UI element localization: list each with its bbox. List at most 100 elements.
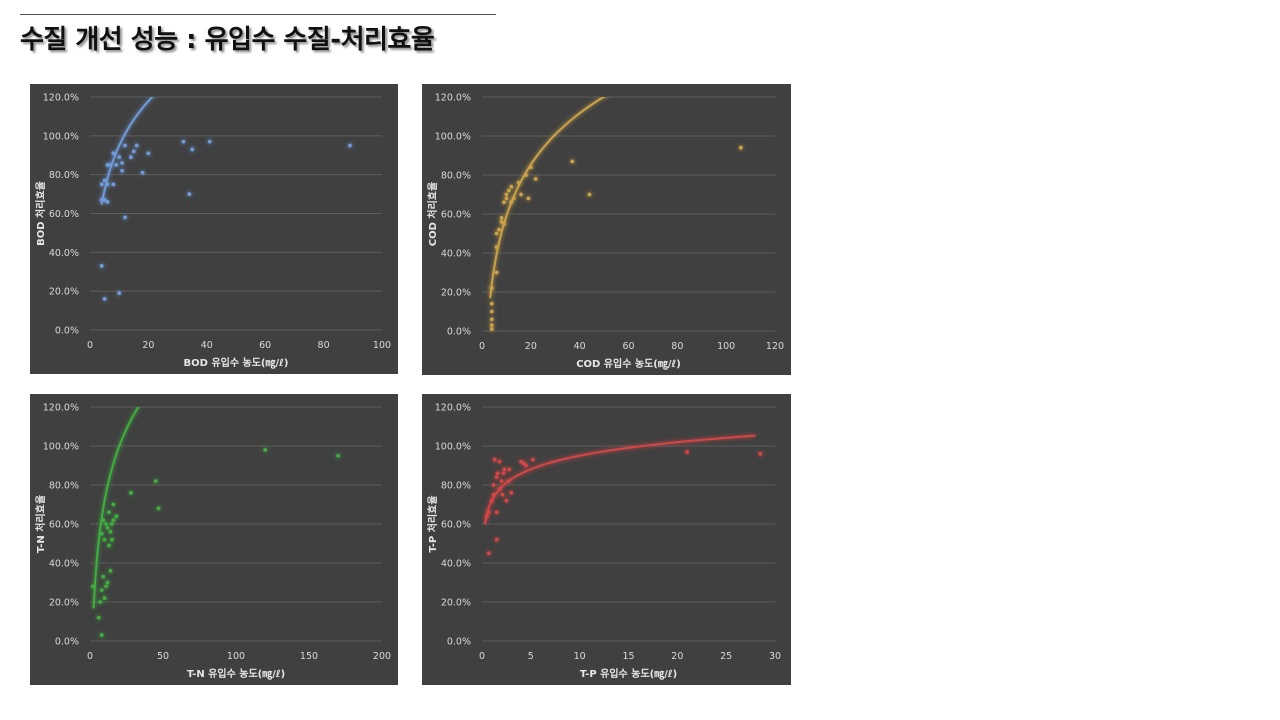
tp-y-axis-title: T-P 처리효율 xyxy=(426,495,439,552)
bod-x-axis-title: BOD 유입수 농도(㎎/ℓ) xyxy=(184,356,289,369)
cod-data-point xyxy=(524,173,528,177)
cod-data-point xyxy=(499,216,504,220)
tp-data-point xyxy=(509,490,514,495)
cod-data-point xyxy=(494,231,499,236)
bod-data-point xyxy=(140,170,145,175)
tp-xtick-label: 20 xyxy=(671,651,683,662)
cod-x-axis-title: COD 유입수 농도(㎎/ℓ) xyxy=(576,357,681,370)
tn-ytick-label: 40.0% xyxy=(49,559,79,570)
tn-data-point xyxy=(105,526,110,530)
cod-data-point xyxy=(489,309,494,314)
cod-ytick-label: 20.0% xyxy=(441,288,471,299)
bod-data-point xyxy=(146,151,151,156)
tn-data-point xyxy=(108,568,113,573)
tp-ytick-label: 0.0% xyxy=(447,637,471,648)
bod-xtick-label: 0 xyxy=(87,340,93,351)
bod-xtick-label: 20 xyxy=(142,340,154,351)
bod-data-point xyxy=(102,178,107,183)
tn-ytick-label: 60.0% xyxy=(49,520,79,531)
title-rule xyxy=(20,14,496,15)
bod-ytick-label: 120.0% xyxy=(43,93,79,104)
tn-data-point xyxy=(107,510,111,515)
tp-data-point xyxy=(495,471,500,476)
tp-data-point xyxy=(530,457,535,462)
tn-xtick-label: 0 xyxy=(87,651,93,662)
cod-ytick-label: 40.0% xyxy=(441,249,471,260)
cod-y-axis-title: COD 처리효율 xyxy=(426,182,439,246)
tn-data-point xyxy=(114,514,119,519)
tp-data-point xyxy=(501,471,506,476)
cod-data-point xyxy=(738,145,743,150)
bod-data-point xyxy=(120,161,125,165)
bod-data-point xyxy=(190,147,195,152)
bod-data-point xyxy=(123,143,127,148)
tn-data-point xyxy=(108,529,113,534)
bod-y-axis-title: BOD 처리효율 xyxy=(34,181,47,246)
cod-data-point xyxy=(494,270,499,275)
tn-x-axis-title: T-N 유입수 농도(㎎/ℓ) xyxy=(187,667,285,680)
tn-data-point xyxy=(153,479,158,483)
tp-data-point xyxy=(491,483,496,487)
bod-data-point xyxy=(181,139,186,144)
tp-data-point xyxy=(494,537,499,542)
tp-data-point xyxy=(497,459,502,464)
bod-ytick-label: 0.0% xyxy=(55,326,79,337)
bod-data-point xyxy=(207,139,212,144)
cod-data-point xyxy=(506,188,511,193)
tp-xtick-label: 0 xyxy=(479,651,485,662)
tn-y-axis-title: T-N 처리효율 xyxy=(34,495,47,553)
bod-data-point xyxy=(131,149,136,154)
chart-cod: 0.0% 20.0% 40.0% 60.0% 80.0% 100.0% 120.0% 0 20 4… xyxy=(422,84,791,375)
cod-trendline xyxy=(489,97,606,299)
cod-ytick-label: 60.0% xyxy=(441,210,471,221)
tn-xtick-label: 50 xyxy=(157,651,169,662)
tn-data-point xyxy=(107,543,111,548)
tn-ytick-label: 100.0% xyxy=(43,442,79,453)
cod-data-point xyxy=(509,200,514,205)
tn-data-point xyxy=(110,522,114,526)
bod-ytick-label: 100.0% xyxy=(43,131,79,142)
bod-trendline xyxy=(100,97,154,205)
tn-data-point xyxy=(111,502,116,507)
tn-data-point xyxy=(105,580,110,585)
cod-xtick-label: 0 xyxy=(479,341,485,352)
tp-ytick-label: 100.0% xyxy=(435,442,471,453)
chart-tn-svg: 0.0% 20.0% 40.0% 60.0% 80.0% 100.0% 120.0% 0 50 1… xyxy=(34,403,391,681)
tp-data-point xyxy=(494,475,499,480)
chart-tp-svg: 0.0% 20.0% 40.0% 60.0% 80.0% 100.0% 120.0% 0 5 10… xyxy=(426,403,781,681)
tp-trendline xyxy=(483,434,756,525)
tn-ytick-label: 120.0% xyxy=(43,403,79,414)
tn-trendline xyxy=(92,407,140,609)
bod-data-point xyxy=(128,155,133,160)
cod-data-point xyxy=(570,159,575,164)
bod-ytick-label: 40.0% xyxy=(49,248,79,259)
cod-data-point xyxy=(502,200,506,205)
cod-data-point xyxy=(533,177,538,181)
tp-data-point xyxy=(491,492,496,497)
cod-data-point xyxy=(504,192,509,197)
cod-xtick-label: 80 xyxy=(671,341,683,352)
cod-data-point xyxy=(504,196,509,201)
tn-xtick-label: 150 xyxy=(300,651,318,662)
cod-data-point xyxy=(489,286,494,290)
tp-ytick-label: 20.0% xyxy=(441,598,471,609)
bod-ytick-label: 20.0% xyxy=(49,287,79,298)
tp-x-axis-title: T-P 유입수 농도(㎎/ℓ) xyxy=(580,667,677,680)
tp-data-point xyxy=(494,510,499,515)
cod-ytick-label: 100.0% xyxy=(435,132,471,143)
tp-data-point xyxy=(486,510,491,515)
cod-data-point xyxy=(489,301,494,306)
tn-data-point xyxy=(91,584,95,589)
tn-data-point xyxy=(96,615,101,620)
bod-xtick-label: 60 xyxy=(259,340,271,351)
cod-data-point xyxy=(497,227,501,232)
bod-data-point xyxy=(111,182,116,187)
bod-data-point xyxy=(117,291,122,296)
tp-data-point xyxy=(758,451,763,456)
tp-ytick-label: 40.0% xyxy=(441,559,471,570)
slide-title: 수질 개선 성능 : 유입수 수질-처리효율 xyxy=(20,25,435,55)
tp-xtick-label: 15 xyxy=(622,651,634,662)
cod-ytick-label: 0.0% xyxy=(447,327,471,338)
tn-xtick-label: 100 xyxy=(227,651,245,662)
cod-ytick-label: 120.0% xyxy=(435,93,471,104)
